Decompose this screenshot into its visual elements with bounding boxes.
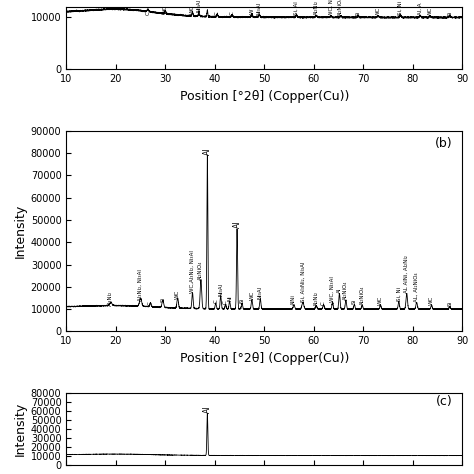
Text: WC: WC — [375, 6, 381, 16]
Text: WC: WC — [163, 5, 168, 15]
Text: Al₂NiO₄: Al₂NiO₄ — [343, 281, 348, 300]
Text: (c): (c) — [436, 395, 452, 408]
Text: C: C — [148, 301, 153, 305]
Text: AlNi: AlNi — [292, 294, 296, 305]
Text: Al: Al — [233, 221, 242, 228]
Text: Si: Si — [356, 11, 361, 16]
Y-axis label: Intensity: Intensity — [14, 401, 27, 456]
Text: WC: WC — [429, 296, 434, 305]
Text: WC: WC — [175, 290, 180, 299]
Text: W: W — [249, 9, 255, 14]
Text: Al, A: Al, A — [418, 3, 423, 15]
Text: Si: Si — [447, 301, 452, 306]
Text: WC, Ni: WC, Ni — [328, 0, 334, 16]
Text: Si: Si — [239, 298, 245, 303]
Text: Al: Al — [203, 406, 212, 413]
Text: (b): (b) — [435, 137, 452, 150]
Text: C: C — [146, 11, 150, 15]
Text: Al₂NiO₄: Al₂NiO₄ — [338, 0, 344, 16]
Text: Al₃Ni₂, Ni₃Al: Al₃Ni₂, Ni₃Al — [138, 269, 143, 301]
Text: C: C — [229, 11, 235, 15]
X-axis label: Position [°2θ] (Copper(Cu)): Position [°2θ] (Copper(Cu)) — [180, 90, 349, 103]
Text: WC,Al₃Ni₂, Ni₃Al: WC,Al₃Ni₂, Ni₃Al — [190, 250, 195, 293]
Text: WC: WC — [190, 4, 195, 14]
Text: WC: WC — [249, 291, 255, 300]
Text: Al: Al — [337, 288, 342, 293]
Text: Si: Si — [352, 300, 357, 304]
Text: Si: Si — [447, 11, 452, 16]
X-axis label: Position [°2θ] (Copper(Cu)): Position [°2θ] (Copper(Cu)) — [180, 352, 349, 365]
Text: WC: WC — [378, 296, 383, 305]
Text: Al₂NiO₄: Al₂NiO₄ — [360, 285, 365, 305]
Text: Al₃Ni₂: Al₃Ni₂ — [109, 290, 113, 306]
Text: Ni₃Al: Ni₃Al — [196, 0, 201, 12]
Text: Si, Ni: Si, Ni — [398, 0, 403, 15]
Text: C: C — [223, 301, 228, 304]
Text: C: C — [213, 300, 218, 303]
Text: Si, Ni: Si, Ni — [396, 287, 401, 301]
Text: Al: Al — [203, 147, 212, 155]
Text: AL, Al₂NiO₄: AL, Al₂NiO₄ — [414, 273, 419, 302]
Text: Si, Al₃Ni₂, Ni₃Al: Si, Al₃Ni₂, Ni₃Al — [301, 262, 305, 302]
Text: C: C — [215, 11, 220, 15]
Text: WC, Ni₃Al: WC, Ni₃Al — [330, 276, 335, 302]
Y-axis label: Intensity: Intensity — [14, 204, 27, 258]
Text: WC: WC — [428, 7, 432, 16]
Text: AL AlNi, Al₂Ni₂: AL AlNi, Al₂Ni₂ — [404, 255, 409, 293]
Text: Ni: Ni — [227, 295, 232, 301]
Text: Al₂Ni₂: Al₂Ni₂ — [314, 291, 319, 306]
Text: Ni₃Al: Ni₃Al — [258, 286, 263, 299]
Text: C: C — [321, 301, 326, 305]
Text: Al₂NiO₄: Al₂NiO₄ — [199, 261, 203, 280]
Text: Si, Al: Si, Al — [294, 1, 299, 15]
Text: Ni₃Al: Ni₃Al — [257, 1, 262, 15]
Text: Si: Si — [160, 297, 165, 302]
Text: Ni₃Al: Ni₃Al — [218, 283, 223, 295]
Text: Al₂Ni₂: Al₂Ni₂ — [314, 0, 319, 16]
